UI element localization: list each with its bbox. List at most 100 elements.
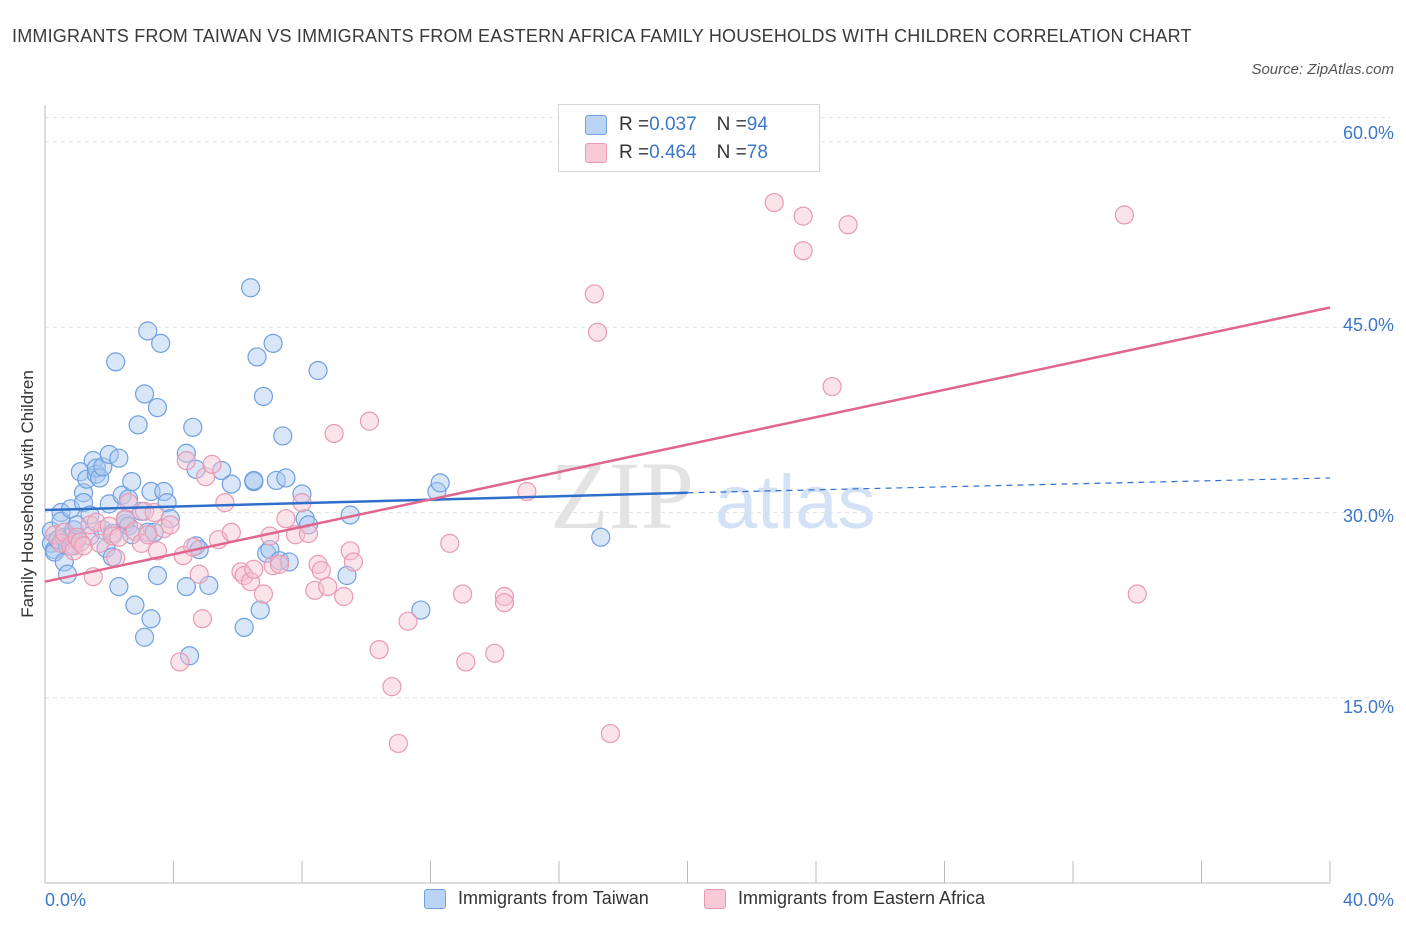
- eastern-africa-point: [343, 552, 363, 572]
- taiwan-point: [273, 426, 293, 446]
- taiwan-point: [241, 278, 261, 298]
- taiwan-point: [70, 462, 90, 482]
- taiwan-point: [134, 627, 155, 647]
- taiwan-point: [128, 415, 148, 435]
- taiwan-point: [90, 468, 110, 488]
- eastern-africa-point: [838, 215, 858, 235]
- eastern-africa-point: [318, 577, 338, 597]
- eastern-africa-point: [263, 556, 283, 576]
- eastern-africa-point: [584, 284, 604, 304]
- x-tick-label-max: 40.0%: [1342, 890, 1394, 910]
- eastern-africa-point: [192, 609, 213, 629]
- taiwan-point: [260, 539, 280, 560]
- eastern-africa-point: [305, 580, 325, 600]
- taiwan-point: [147, 397, 168, 418]
- eastern-africa-point: [176, 451, 196, 471]
- taiwan-point: [276, 468, 296, 488]
- stats-legend-row-taiwan: R = 0.037 N = 94: [559, 110, 768, 140]
- taiwan-point: [86, 464, 107, 484]
- taiwan-point: [151, 333, 171, 353]
- eastern-africa-point: [1127, 584, 1147, 604]
- eastern-africa-point: [324, 423, 344, 444]
- y-tick-label: 30.0%: [1342, 506, 1394, 526]
- eastern-africa-point: [189, 564, 209, 584]
- taiwan-point: [221, 474, 241, 494]
- chart-title: IMMIGRANTS FROM TAIWAN VS IMMIGRANTS FRO…: [12, 26, 1192, 46]
- eastern-africa-point: [109, 527, 129, 547]
- trend-lines: [44, 306, 1331, 583]
- eastern-africa-point: [587, 322, 608, 342]
- taiwan-point: [99, 444, 119, 465]
- series-legend: Immigrants from Taiwan Immigrants from E…: [0, 888, 1406, 916]
- legend-label-taiwan: Immigrants from Taiwan: [458, 888, 649, 908]
- taiwan-point: [430, 473, 450, 493]
- series-taiwan-points: [41, 278, 611, 666]
- taiwan-point: [109, 577, 129, 597]
- watermark-atlas: atlas: [715, 460, 876, 545]
- taiwan-point: [134, 384, 155, 404]
- eastern-africa-point: [793, 206, 813, 226]
- taiwan-point: [244, 470, 264, 491]
- taiwan-point: [138, 321, 158, 341]
- taiwan-point: [183, 417, 203, 437]
- eastern-africa-point: [340, 541, 360, 561]
- taiwan-point: [263, 333, 283, 353]
- legend-swatch-eastern-africa: [585, 143, 607, 163]
- eastern-africa-point: [147, 541, 168, 561]
- taiwan-trend-line: [44, 491, 688, 512]
- taiwan-point: [106, 352, 126, 372]
- eastern-africa-point: [453, 584, 473, 604]
- taiwan-point: [199, 575, 219, 595]
- eastern-africa-point: [70, 532, 90, 552]
- r-label: R =: [619, 142, 650, 163]
- eastern-africa-point: [202, 454, 222, 474]
- taiwan-point: [591, 527, 611, 547]
- eastern-africa-point: [73, 536, 94, 556]
- taiwan-point: [73, 493, 94, 513]
- taiwan-point: [102, 547, 123, 567]
- legend-swatch-eastern-africa: [704, 888, 726, 909]
- taiwan-point: [253, 386, 274, 407]
- eastern-africa-point: [388, 733, 408, 754]
- eastern-africa-point: [793, 241, 813, 261]
- x-tick-label-min: 0.0%: [45, 890, 87, 910]
- eastern-africa-point: [244, 559, 264, 579]
- legend-item-eastern-africa: Immigrants from Eastern Africa: [704, 888, 985, 909]
- eastern-africa-point: [359, 411, 380, 431]
- eastern-africa-point: [311, 560, 331, 581]
- eastern-africa-point: [369, 639, 389, 660]
- eastern-africa-point: [1114, 205, 1135, 225]
- eastern-africa-point: [494, 593, 514, 613]
- taiwan-point: [80, 505, 100, 525]
- eastern-africa-point: [138, 525, 158, 545]
- y-tick-label: 60.0%: [1342, 123, 1394, 143]
- legend-label-eastern-africa: Immigrants from Eastern Africa: [738, 888, 986, 908]
- taiwan-point: [234, 617, 254, 637]
- eastern-africa-point: [600, 723, 621, 744]
- legend-item-taiwan: Immigrants from Taiwan: [424, 888, 649, 909]
- eastern-africa-point: [494, 586, 514, 607]
- taiwan-point: [179, 646, 200, 666]
- eastern-africa-point: [241, 572, 261, 592]
- eastern-africa-point: [221, 522, 241, 542]
- n-label: N =: [716, 142, 747, 163]
- eastern-africa-point: [86, 512, 107, 533]
- axes: [44, 105, 1331, 884]
- taiwan-point: [109, 448, 129, 468]
- legend-swatch-taiwan: [585, 115, 607, 135]
- y-tick-label: 45.0%: [1342, 315, 1394, 335]
- taiwan-point: [247, 347, 267, 367]
- taiwan-point: [308, 360, 328, 381]
- stats-legend: R = 0.037 N = 94 R = 0.464 N = 78: [558, 104, 820, 172]
- taiwan-point: [125, 595, 145, 615]
- taiwan-point: [250, 600, 270, 620]
- eastern-africa-point: [334, 586, 354, 607]
- grid-lines: [45, 116, 1390, 699]
- eastern-africa-point: [485, 643, 505, 663]
- chart-source: Source: ZipAtlas.com: [1251, 61, 1394, 78]
- eastern-africa-point: [456, 652, 476, 672]
- eastern-africa-point: [196, 467, 216, 487]
- y-tick-label: 15.0%: [1342, 697, 1394, 717]
- taiwan-point: [122, 472, 142, 492]
